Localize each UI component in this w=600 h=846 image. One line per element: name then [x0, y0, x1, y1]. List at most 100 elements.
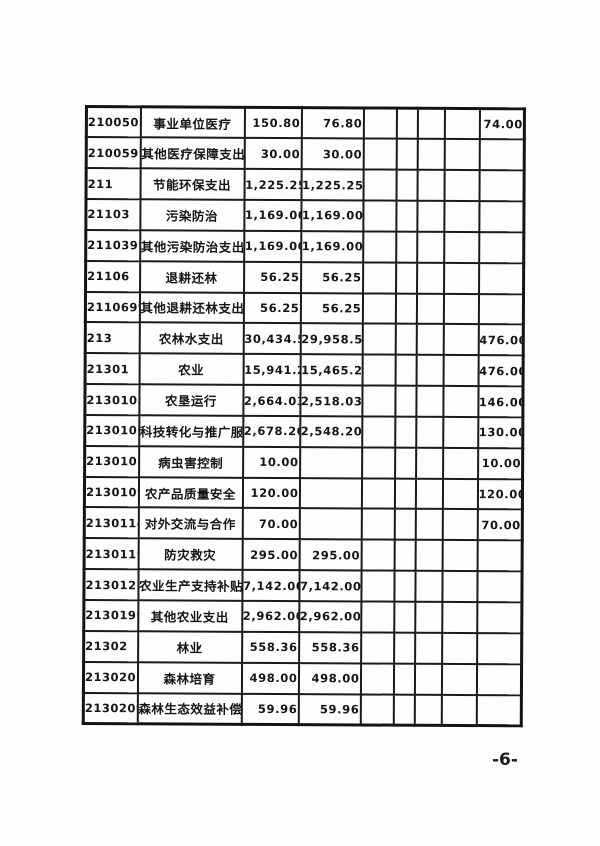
amount3-cell: 120.00 [477, 478, 523, 510]
name-cell: 农林水支出 [139, 322, 244, 355]
amount1-cell: 150.80 [244, 107, 302, 139]
empty-cell [393, 601, 415, 633]
empty-cell [441, 694, 477, 726]
name-cell: 农业 [139, 353, 244, 385]
amount3-cell: 146.00 [477, 386, 524, 418]
empty-cell [393, 570, 416, 602]
table-row: 2130119 防灾救灾 295.00 295.00 [84, 538, 523, 572]
empty-cell [394, 385, 417, 417]
empty-cell [363, 107, 397, 139]
amount2-cell: 56.25 [300, 261, 363, 294]
empty-cell [394, 416, 416, 448]
amount2-cell: 30.00 [301, 138, 364, 170]
empty-cell [395, 324, 417, 355]
code-cell: 21103 [85, 199, 141, 231]
budget-table: 2100502 事业单位医疗 150.80 76.80 74.00 210059… [81, 105, 526, 728]
table-row: 2130205 森林培育 498.00 498.00 [83, 661, 522, 695]
empty-cell [361, 447, 395, 479]
table-row: 2130199 其他农业支出 2,962.00 2,962.00 [83, 600, 522, 634]
empty-cell [416, 354, 444, 386]
table-row: 2110399 其他污染防治支出 1,169.00 1,169.00 [85, 229, 524, 264]
empty-cell [393, 632, 415, 664]
amount1-cell: 295.00 [242, 539, 300, 571]
amount3-cell: 476.00 [478, 324, 524, 356]
amount3-cell [476, 602, 522, 634]
code-cell: 2130108 [84, 445, 139, 477]
amount1-cell: 7,142.00 [241, 569, 300, 602]
code-cell: 2130209 [83, 692, 138, 724]
empty-cell [443, 231, 479, 263]
name-cell: 森林培育 [137, 661, 242, 694]
empty-cell [416, 324, 444, 356]
amount3-cell [476, 694, 522, 726]
empty-cell [395, 262, 417, 294]
name-cell: 退耕还林 [139, 261, 244, 293]
table-row: 21301 农业 15,941.23 15,465.23 476.00 [85, 353, 524, 387]
table-row: 2130108 病虫害控制 10.00 10.00 [84, 445, 523, 479]
table-row: 2130209 森林生态效益补偿 59.96 59.96 [83, 692, 522, 726]
empty-cell [443, 355, 479, 387]
code-cell: 2130105 [84, 384, 140, 416]
empty-cell [394, 478, 416, 510]
name-cell: 林业 [137, 631, 242, 663]
empty-cell [417, 139, 445, 171]
empty-cell [442, 385, 479, 417]
budget-table-wrapper: 2100502 事业单位医疗 150.80 76.80 74.00 210059… [81, 105, 526, 728]
amount2-cell: 56.25 [300, 292, 363, 324]
empty-cell [363, 138, 397, 170]
code-cell: 2110699 [85, 291, 140, 323]
table-row: 213 农林水支出 30,434.59 29,958.59 476.00 [85, 322, 524, 356]
code-cell: 21301 [85, 353, 140, 385]
amount2-cell: 2,518.03 [299, 385, 363, 417]
empty-cell [417, 169, 445, 201]
empty-cell [361, 416, 395, 448]
amount2-cell: 558.36 [298, 631, 361, 664]
empty-cell [416, 293, 444, 325]
empty-cell [443, 200, 480, 232]
empty-cell [441, 632, 477, 664]
table-row: 2100502 事业单位医疗 150.80 76.80 74.00 [86, 106, 525, 140]
amount3-cell [477, 540, 523, 572]
empty-cell [395, 231, 417, 263]
amount3-cell [478, 201, 525, 233]
table-row: 2100599 其他医疗保障支出 30.00 30.00 [86, 137, 525, 171]
amount1-cell: 30.00 [244, 138, 302, 170]
amount3-cell [478, 231, 524, 264]
amount3-cell [476, 571, 523, 603]
amount2-cell [299, 508, 362, 540]
empty-cell [394, 447, 416, 479]
empty-cell [415, 540, 443, 572]
empty-cell [416, 231, 444, 263]
name-cell: 农产品质量安全 [138, 476, 243, 509]
code-cell: 2130199 [83, 600, 138, 632]
amount2-cell: 2,962.00 [298, 601, 361, 633]
amount3-cell [476, 663, 522, 695]
amount2-cell: 59.96 [298, 693, 361, 725]
empty-cell [396, 108, 418, 140]
table-row: 2130105 农垦运行 2,664.03 2,518.03 146.00 [84, 384, 524, 418]
amount1-cell: 56.25 [243, 292, 301, 324]
amount2-cell: 7,142.00 [298, 570, 362, 602]
code-cell: 2130114 [84, 507, 139, 539]
empty-cell [362, 262, 396, 294]
empty-cell [416, 200, 445, 232]
empty-cell [416, 262, 444, 294]
name-cell: 事业单位医疗 [140, 106, 245, 139]
code-cell: 2110399 [85, 229, 140, 262]
code-cell: 21302 [83, 630, 138, 662]
amount3-cell: 70.00 [477, 509, 523, 541]
empty-cell [441, 601, 477, 633]
amount1-cell: 15,941.23 [243, 354, 301, 386]
name-cell: 防灾救灾 [138, 538, 243, 570]
amount1-cell: 1,225.25 [244, 169, 302, 201]
empty-cell [395, 293, 417, 325]
amount3-cell [479, 139, 525, 171]
code-cell: 2100502 [86, 106, 141, 138]
amount1-cell: 120.00 [242, 477, 300, 509]
empty-cell [395, 200, 418, 232]
empty-cell [361, 508, 395, 540]
table-row: 21103 污染防治 1,169.00 1,169.00 [85, 199, 525, 233]
empty-cell [443, 293, 479, 325]
code-cell: 2130119 [84, 538, 139, 570]
table-row: 2130109 农产品质量安全 120.00 120.00 [84, 476, 523, 510]
